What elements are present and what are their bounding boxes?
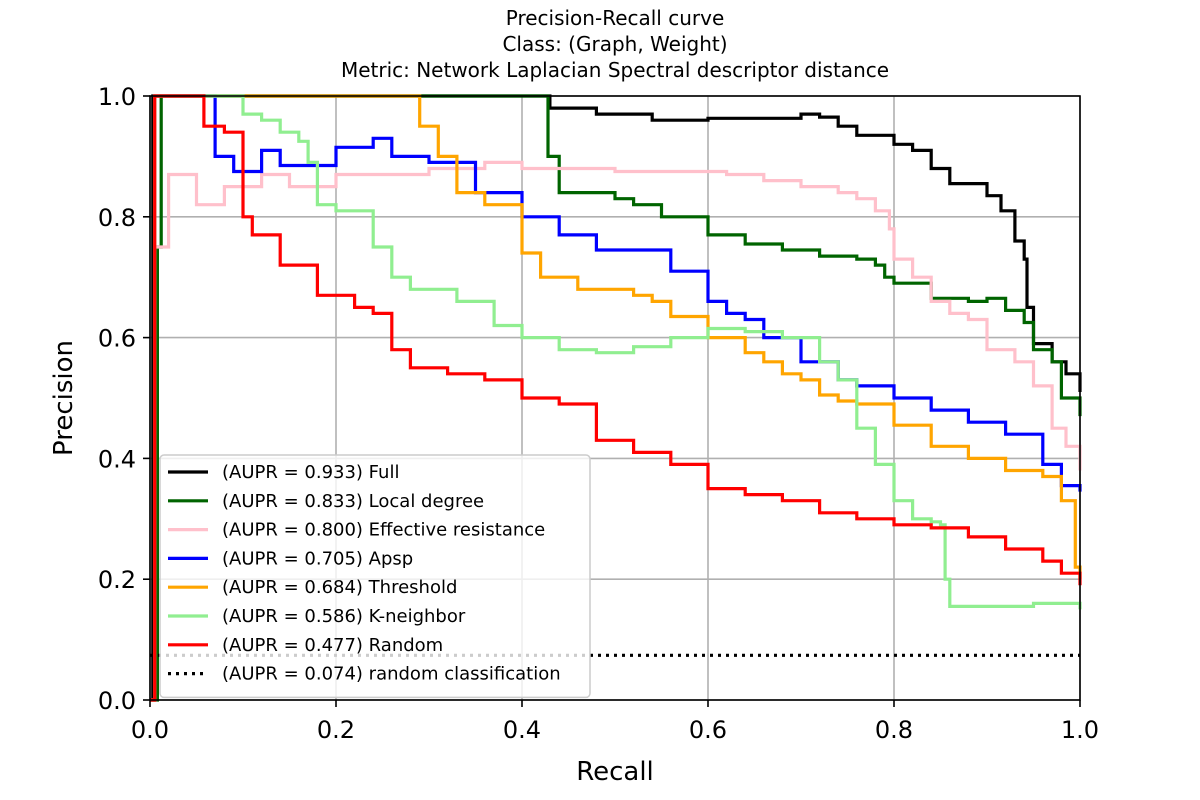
x-tick-label: 0.6 — [689, 716, 727, 744]
series-line — [150, 94, 1082, 702]
legend-box — [159, 454, 591, 699]
series-line — [150, 160, 1082, 702]
plot-frame — [149, 95, 1081, 701]
y-tick-label: 1.0 — [98, 83, 136, 111]
x-tick-label: 0.2 — [317, 716, 355, 744]
series-line — [150, 94, 1082, 702]
legend-entry: (AUPR = 0.477) Random — [222, 635, 443, 656]
legend-entry: (AUPR = 0.800) Effective resistance — [222, 520, 545, 541]
legend-entry: (AUPR = 0.586) K-neighbor — [222, 606, 466, 627]
legend-entry: (AUPR = 0.705) Apsp — [222, 548, 413, 569]
legend-entry: (AUPR = 0.074) random classification — [222, 664, 561, 685]
y-tick-label: 0.2 — [98, 566, 136, 594]
axis-ticks: 0.0 0.2 0.4 0.6 0.8 1.0 0.0 0.2 0.4 0.6 0.8 1.0 — [98, 83, 1099, 744]
y-tick-label: 0.4 — [98, 445, 136, 473]
y-tick-label: 0.8 — [98, 204, 136, 232]
chart-title-line: Metric: Network Laplacian Spectral descr… — [341, 58, 889, 82]
y-tick-label: 0.6 — [98, 325, 136, 353]
x-axis-label: Recall — [576, 757, 654, 787]
series-line — [150, 94, 1082, 702]
x-tick-label: 0.4 — [503, 716, 541, 744]
x-tick-label: 1.0 — [1061, 716, 1099, 744]
x-tick-label: 0.0 — [131, 716, 169, 744]
series-lines — [150, 94, 1082, 702]
y-axis-label: Precision — [49, 340, 79, 456]
y-tick-label: 0.0 — [98, 687, 136, 715]
chart-title-line: Precision-Recall curve — [506, 6, 725, 30]
legend-entry: (AUPR = 0.933) Full — [222, 462, 399, 483]
series-line — [150, 94, 1082, 702]
series-line — [150, 94, 1082, 702]
chart-title-line: Class: (Graph, Weight) — [502, 32, 727, 56]
x-tick-label: 0.8 — [875, 716, 913, 744]
series-line — [150, 94, 1082, 702]
legend-entry: (AUPR = 0.833) Local degree — [222, 491, 484, 512]
legend-entry: (AUPR = 0.684) Threshold — [222, 577, 457, 598]
legend: (AUPR = 0.933) Full (AUPR = 0.833) Local … — [159, 454, 591, 699]
